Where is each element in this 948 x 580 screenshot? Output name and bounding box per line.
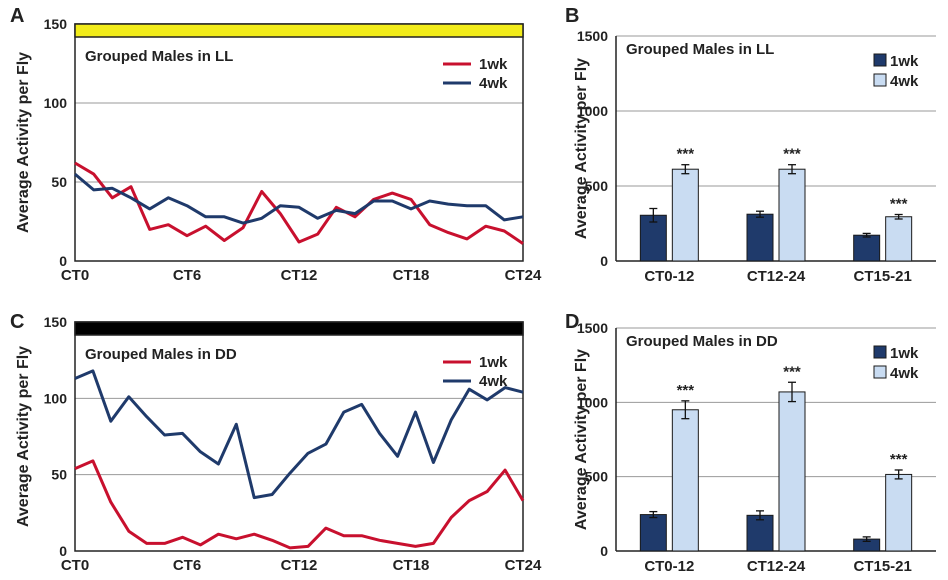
- legend-label: 1wk: [479, 56, 508, 73]
- significance-label: ***: [677, 146, 695, 163]
- x-tick-label: CT15-21: [853, 268, 911, 285]
- y-tick-label: 500: [585, 469, 609, 485]
- light-regime-bar: [74, 23, 524, 38]
- significance-label: ***: [783, 146, 801, 163]
- x-tick-label: CT0: [61, 267, 89, 284]
- series-line-1wk: [74, 459, 525, 550]
- y-tick-label: 0: [600, 543, 608, 559]
- bar-1wk: [639, 514, 667, 552]
- significance-label: ***: [890, 196, 908, 213]
- legend-label: 1wk: [479, 354, 508, 371]
- x-tick-label: CT0-12: [644, 268, 694, 285]
- y-tick-label: 500: [585, 178, 609, 194]
- y-tick-label: 150: [44, 314, 68, 330]
- bar-4wk: [778, 168, 806, 262]
- x-tick-label: CT6: [173, 557, 201, 574]
- panel-a: A 0 50 100 150 Average Activity per Fly Groupe…: [10, 5, 542, 284]
- series-line-4wk: [74, 369, 524, 500]
- x-tick-label: CT18: [393, 557, 430, 574]
- y-tick-label: 100: [44, 390, 68, 406]
- series-line-1wk: [74, 161, 524, 245]
- y-axis-label: Average Activity per Fly: [573, 349, 590, 530]
- bar-4wk: [671, 168, 699, 262]
- chart-title: Grouped Males in LL: [85, 48, 233, 65]
- significance-label: ***: [783, 363, 801, 380]
- y-tick-label: 1000: [577, 103, 608, 119]
- y-tick-label: 100: [44, 95, 68, 111]
- y-axis-label: Average Activity per Fly: [15, 52, 32, 233]
- panel-letter: B: [565, 5, 579, 27]
- y-tick-label: 50: [51, 174, 67, 190]
- bar-4wk: [671, 409, 699, 552]
- light-regime-bar: [74, 321, 524, 336]
- panel-letter: D: [565, 311, 579, 333]
- y-tick-label: 0: [600, 253, 608, 269]
- y-tick-label: 0: [59, 543, 67, 559]
- y-axis-label: Average Activity per Fly: [573, 58, 590, 239]
- panel-c: C 0 50 100 150 Average Activity per Fly Groupe…: [10, 311, 542, 574]
- bar-4wk: [885, 216, 913, 262]
- series-line-4wk: [74, 172, 524, 225]
- x-tick-label: CT12: [281, 267, 318, 284]
- x-tick-label: CT12: [281, 557, 318, 574]
- legend-label: 4wk: [479, 75, 508, 92]
- panel-letter: A: [10, 5, 24, 27]
- bar-1wk: [746, 514, 774, 552]
- bar-1wk: [746, 213, 774, 262]
- legend-swatch: [873, 53, 887, 67]
- y-tick-label: 1500: [577, 28, 608, 44]
- y-axis-label: Average Activity per Fly: [15, 346, 32, 527]
- x-tick-label: CT0-12: [644, 558, 694, 575]
- x-tick-label: CT18: [393, 267, 430, 284]
- y-tick-label: 1500: [577, 320, 608, 336]
- x-tick-label: CT24: [505, 267, 542, 284]
- legend-swatch: [873, 73, 887, 87]
- bar-1wk: [639, 214, 667, 262]
- x-tick-label: CT24: [505, 557, 542, 574]
- x-tick-label: CT0: [61, 557, 89, 574]
- legend-label: 1wk: [890, 345, 919, 362]
- y-tick-label: 150: [44, 16, 68, 32]
- legend-label: 4wk: [890, 73, 919, 90]
- legend-label: 1wk: [890, 53, 919, 70]
- y-tick-label: 0: [59, 253, 67, 269]
- chart-title: Grouped Males in DD: [626, 333, 778, 350]
- legend-swatch: [873, 345, 887, 359]
- x-tick-label: CT15-21: [853, 558, 911, 575]
- bar-4wk: [778, 391, 806, 552]
- legend-label: 4wk: [479, 373, 508, 390]
- x-tick-label: CT12-24: [747, 268, 806, 285]
- bar-4wk: [885, 473, 913, 552]
- panel-b: B 0 500 1000 1500 Average Activity per Fly Gro…: [565, 5, 936, 285]
- x-tick-label: CT6: [173, 267, 201, 284]
- panel-d: D 0 500 1000 1500 Average Activity per Fly Gro…: [565, 311, 936, 575]
- chart-title: Grouped Males in DD: [85, 346, 237, 363]
- significance-label: ***: [677, 382, 695, 399]
- chart-title: Grouped Males in LL: [626, 41, 774, 58]
- x-tick-label: CT12-24: [747, 558, 806, 575]
- y-tick-label: 1000: [577, 394, 608, 410]
- legend-swatch: [873, 365, 887, 379]
- legend-label: 4wk: [890, 365, 919, 382]
- y-tick-label: 50: [51, 467, 67, 483]
- panel-letter: C: [10, 311, 24, 333]
- significance-label: ***: [890, 451, 908, 468]
- bar-1wk: [853, 234, 881, 262]
